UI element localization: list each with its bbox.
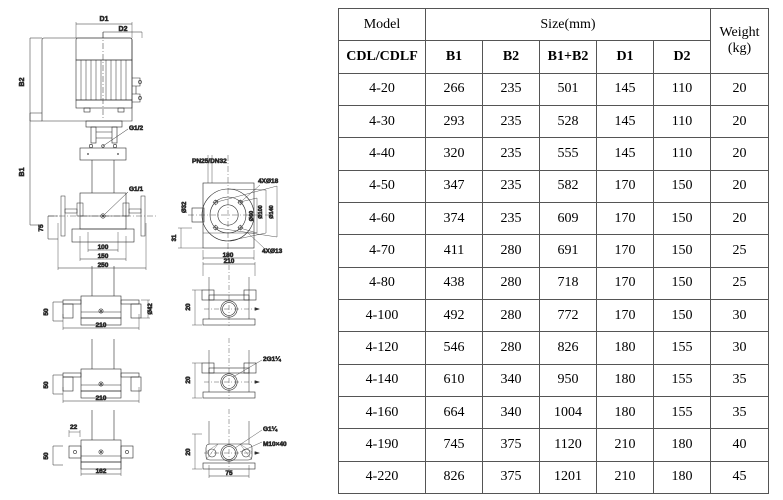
svg-text:D1: D1 [100, 16, 109, 23]
svg-text:Ø42: Ø42 [148, 303, 154, 315]
svg-text:50: 50 [43, 381, 50, 389]
svg-text:100: 100 [98, 244, 109, 251]
svg-text:20: 20 [185, 303, 192, 311]
svg-text:M10×40: M10×40 [263, 441, 287, 448]
svg-text:31: 31 [172, 234, 178, 241]
svg-text:75: 75 [225, 470, 233, 477]
svg-text:50: 50 [43, 308, 50, 316]
svg-text:162: 162 [96, 468, 107, 475]
svg-text:4XØ13: 4XØ13 [262, 248, 283, 255]
svg-text:G1/1: G1/1 [129, 186, 143, 193]
svg-text:210: 210 [96, 322, 107, 329]
svg-text:B2: B2 [19, 77, 26, 86]
svg-text:G1¼: G1¼ [263, 425, 278, 433]
svg-text:B1: B1 [19, 167, 26, 176]
svg-text:G1/2: G1/2 [129, 125, 143, 132]
svg-text:PN25/DN32: PN25/DN32 [192, 158, 227, 165]
svg-text:250: 250 [98, 262, 109, 269]
svg-text:210: 210 [224, 258, 235, 265]
svg-text:75: 75 [38, 224, 45, 232]
svg-text:4XØ18: 4XØ18 [258, 178, 279, 185]
svg-text:20: 20 [185, 448, 192, 456]
svg-text:Ø32: Ø32 [182, 201, 188, 213]
svg-text:20: 20 [185, 376, 192, 384]
svg-text:150: 150 [98, 253, 109, 260]
svg-text:Ø100: Ø100 [258, 205, 264, 218]
svg-text:22: 22 [70, 424, 78, 431]
svg-text:210: 210 [96, 395, 107, 402]
svg-text:2G1¼: 2G1¼ [263, 355, 281, 363]
svg-text:Ø140: Ø140 [269, 205, 275, 218]
svg-text:D2: D2 [119, 26, 128, 33]
svg-text:Ø60: Ø60 [249, 211, 255, 221]
svg-text:50: 50 [43, 452, 50, 460]
